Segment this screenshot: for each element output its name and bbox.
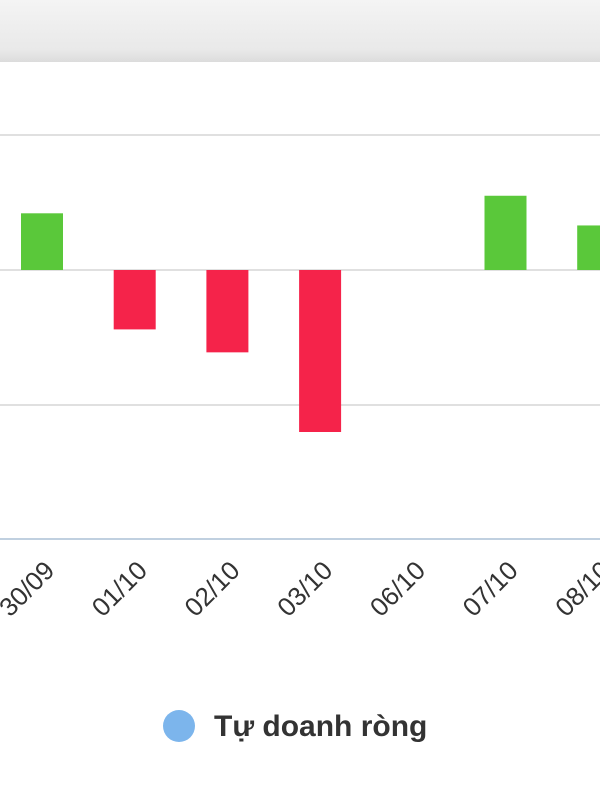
bar [484, 195, 527, 270]
bar [577, 225, 600, 270]
legend-label: Tự doanh ròng [214, 710, 427, 743]
x-tick-label: 06/10 [364, 555, 431, 622]
header-band [0, 0, 600, 62]
legend-marker [163, 710, 195, 742]
x-tick-label: 01/10 [86, 555, 153, 622]
bar [21, 213, 63, 270]
bar [113, 270, 156, 330]
bar [206, 270, 249, 353]
x-tick-label: 02/10 [178, 555, 245, 622]
bar [299, 270, 342, 432]
x-tick-label: 08/10 [549, 555, 600, 622]
x-tick-label: 07/10 [457, 555, 524, 622]
x-tick-label: 03/10 [271, 555, 338, 622]
x-tick-label: 30/09 [0, 555, 60, 622]
